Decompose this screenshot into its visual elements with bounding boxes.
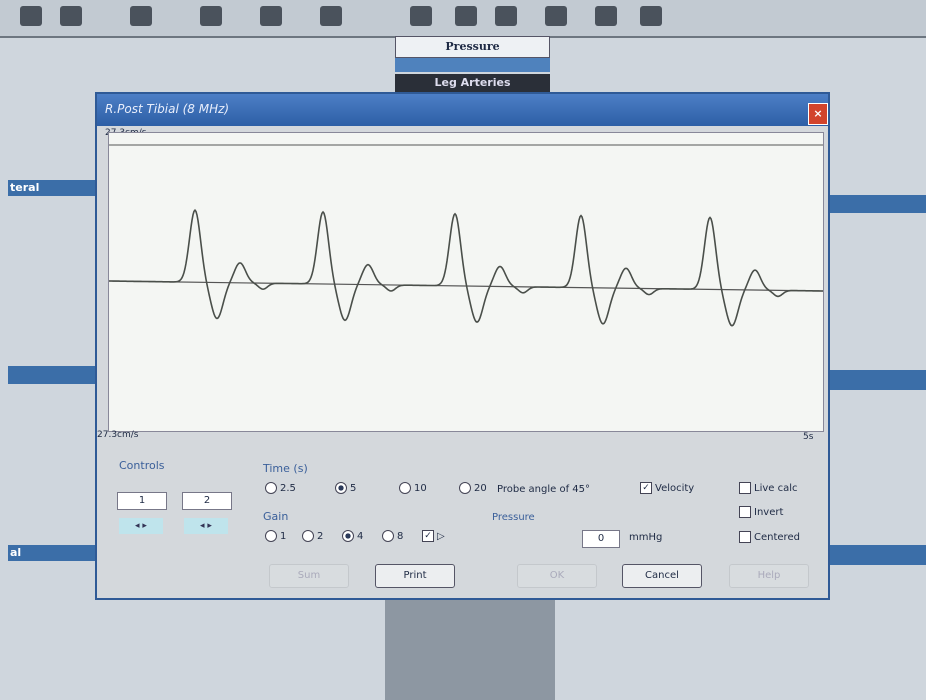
option-label: Centered <box>754 532 800 543</box>
tool-icon[interactable] <box>20 6 42 26</box>
dialog: R.Post Tibial (8 MHz) × 27.3cm/s 27.3cm/… <box>95 92 830 600</box>
radio[interactable] <box>302 530 314 542</box>
checkbox-option[interactable]: Live calc <box>739 482 798 494</box>
option-label: 5 <box>350 483 356 494</box>
radio[interactable] <box>265 482 277 494</box>
time-option[interactable]: 5 <box>335 482 356 494</box>
leg-arteries-tab[interactable]: Leg Arteries <box>395 74 550 92</box>
selected-row <box>395 58 550 72</box>
tool-icon[interactable] <box>320 6 342 26</box>
option-label: 2 <box>317 531 323 542</box>
side-bar <box>830 370 926 390</box>
spin-buttons[interactable]: ◂ ▸ <box>119 518 163 534</box>
checkbox[interactable]: ✓ <box>422 530 434 542</box>
doppler-waveform <box>109 210 823 326</box>
velocity-option[interactable]: ✓Velocity <box>640 482 694 494</box>
tool-icon[interactable] <box>60 6 82 26</box>
help-button[interactable]: Help <box>729 564 809 588</box>
gain-option[interactable]: 1 <box>265 530 286 542</box>
option-label: 10 <box>414 483 427 494</box>
time-end: 5s <box>803 432 813 442</box>
checkbox[interactable] <box>739 482 751 494</box>
pressure-unit: mmHg <box>629 532 662 543</box>
time-option[interactable]: 2.5 <box>265 482 296 494</box>
radio[interactable] <box>459 482 471 494</box>
time-label: Time (s) <box>263 462 308 475</box>
print-button[interactable]: Print <box>375 564 455 588</box>
ok-button[interactable]: OK <box>517 564 597 588</box>
tool-icon[interactable] <box>260 6 282 26</box>
spin-buttons[interactable]: ◂ ▸ <box>184 518 228 534</box>
tool-icon[interactable] <box>545 6 567 26</box>
tool-icon[interactable] <box>640 6 662 26</box>
scale-bottom: 27.3cm/s <box>97 430 138 440</box>
tool-icon[interactable] <box>455 6 477 26</box>
screen: {"app": {"top_panel": "Pressure", "secon… <box>0 0 926 700</box>
radio[interactable] <box>382 530 394 542</box>
probe-angle: Probe angle of 45° <box>497 484 590 495</box>
background-column <box>385 600 555 700</box>
radio[interactable] <box>335 482 347 494</box>
time-option[interactable]: 20 <box>459 482 487 494</box>
tool-icon[interactable] <box>595 6 617 26</box>
checkbox[interactable]: ✓ <box>640 482 652 494</box>
option-label: 4 <box>357 531 363 542</box>
option-label: Live calc <box>754 483 798 494</box>
waveform <box>109 133 823 431</box>
checkbox[interactable] <box>739 531 751 543</box>
side-bar <box>830 545 926 565</box>
time-option[interactable]: 10 <box>399 482 427 494</box>
spin-input[interactable]: 1 <box>117 492 167 510</box>
tool-icon[interactable] <box>495 6 517 26</box>
radio[interactable] <box>265 530 277 542</box>
tool-icon[interactable] <box>410 6 432 26</box>
option-label: Invert <box>754 507 783 518</box>
tool-icon[interactable] <box>130 6 152 26</box>
toolbar <box>0 0 926 38</box>
option-label: 20 <box>474 483 487 494</box>
radio[interactable] <box>342 530 354 542</box>
close-button[interactable]: × <box>808 103 828 125</box>
controls-label: Controls <box>119 459 165 472</box>
radio[interactable] <box>399 482 411 494</box>
option-label: 1 <box>280 531 286 542</box>
cancel-button[interactable]: Cancel <box>622 564 702 588</box>
waveform-plot <box>108 132 824 432</box>
side-bar: al <box>8 545 102 561</box>
pressure-tab[interactable]: Pressure <box>395 36 550 58</box>
checkbox[interactable] <box>739 506 751 518</box>
dialog-title: R.Post Tibial (8 MHz) <box>97 94 828 126</box>
gain-option[interactable]: 2 <box>302 530 323 542</box>
option-label: 2.5 <box>280 483 296 494</box>
side-bar: teral <box>8 180 102 196</box>
pressure-label: Pressure <box>492 512 535 523</box>
checkbox-option[interactable]: Invert <box>739 506 783 518</box>
checkbox-option[interactable]: Centered <box>739 531 800 543</box>
option-label: 8 <box>397 531 403 542</box>
auto-gain[interactable]: ✓▷ <box>422 530 445 542</box>
gain-option[interactable]: 4 <box>342 530 363 542</box>
pressure-input[interactable]: 0 <box>582 530 620 548</box>
option-label: Velocity <box>655 483 694 494</box>
gain-label: Gain <box>263 510 288 523</box>
tool-icon[interactable] <box>200 6 222 26</box>
spin-input[interactable]: 2 <box>182 492 232 510</box>
side-bar <box>8 366 102 384</box>
sum-button[interactable]: Sum <box>269 564 349 588</box>
gain-option[interactable]: 8 <box>382 530 403 542</box>
side-bar <box>830 195 926 213</box>
